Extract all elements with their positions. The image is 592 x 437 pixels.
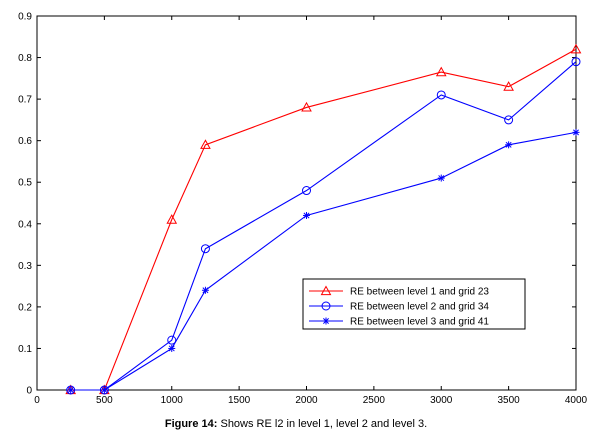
x-tick-label: 1000 — [161, 395, 184, 406]
star-marker — [168, 344, 176, 352]
triangle-marker — [200, 139, 211, 149]
series-1 — [65, 43, 582, 395]
x-tick-label: 0 — [34, 395, 40, 406]
y-tick-label: 0.1 — [18, 344, 32, 355]
x-tick-label: 3500 — [498, 395, 521, 406]
legend: RE between level 1 and grid 23 RE between… — [302, 278, 526, 330]
series-line — [70, 61, 577, 391]
circle-marker — [321, 301, 331, 311]
x-tick-label: 2500 — [363, 395, 386, 406]
series-2 — [66, 57, 581, 395]
figure-caption: Figure 14: Shows RE l2 in level 1, level… — [0, 418, 592, 430]
circle-marker — [167, 335, 177, 345]
legend-entry-2: RE between level 2 and grid 34 — [309, 301, 489, 313]
x-tick-label: 500 — [96, 395, 113, 406]
x-tick-label: 1500 — [228, 395, 251, 406]
caption-label: Figure 14: — [164, 418, 218, 430]
legend-entry-3: RE between level 3 and grid 41 — [309, 317, 489, 328]
circle-marker — [571, 57, 581, 67]
triangle-marker — [435, 66, 447, 77]
legend-label: RE between level 1 and grid 23 — [350, 287, 489, 298]
plot-frame — [36, 15, 577, 391]
y-tick-label: 0 — [26, 386, 32, 397]
circle-marker — [302, 186, 311, 196]
y-tick-label: 0.9 — [18, 12, 32, 23]
series-line — [70, 131, 577, 391]
x-axis: 0 500 1000 1500 2000 2500 3000 3500 4000 — [34, 16, 588, 406]
y-tick-label: 0.2 — [18, 302, 32, 313]
legend-label: RE between level 2 and grid 34 — [350, 302, 489, 313]
star-marker — [201, 286, 209, 294]
star-marker — [303, 211, 310, 219]
y-tick-label: 0.3 — [18, 261, 32, 272]
triangle-marker — [301, 101, 312, 112]
caption-text: Shows RE l2 in level 1, level 2 and leve… — [217, 418, 428, 430]
star-marker — [437, 174, 445, 182]
series-3 — [67, 128, 580, 394]
y-axis: 0 0.1 0.2 0.3 0.4 0.5 0.6 0.7 0.8 0.9 — [18, 12, 576, 397]
star-marker — [572, 128, 580, 136]
star-marker — [322, 317, 330, 325]
legend-box — [302, 278, 526, 330]
triangle-marker — [570, 43, 582, 54]
star-marker — [505, 141, 513, 149]
star-marker — [100, 386, 108, 394]
x-tick-label: 3000 — [430, 395, 453, 406]
series-line — [70, 48, 577, 391]
triangle-marker — [166, 214, 178, 224]
x-tick-label: 2000 — [295, 395, 318, 406]
circle-marker — [436, 90, 446, 100]
legend-entry-1: RE between level 1 and grid 23 — [309, 285, 489, 298]
y-tick-label: 0.5 — [18, 178, 32, 189]
triangle-marker — [320, 285, 332, 296]
circle-marker — [200, 244, 210, 254]
star-marker — [67, 386, 75, 394]
legend-label: RE between level 3 and grid 41 — [350, 317, 489, 328]
y-tick-label: 0.6 — [18, 136, 32, 147]
y-tick-label: 0.4 — [18, 219, 32, 230]
y-tick-label: 0.8 — [18, 53, 32, 64]
x-tick-label: 4000 — [565, 395, 588, 406]
circle-marker — [504, 115, 514, 125]
plot-series — [65, 43, 582, 395]
triangle-marker — [503, 81, 514, 91]
y-tick-label: 0.7 — [18, 95, 32, 106]
